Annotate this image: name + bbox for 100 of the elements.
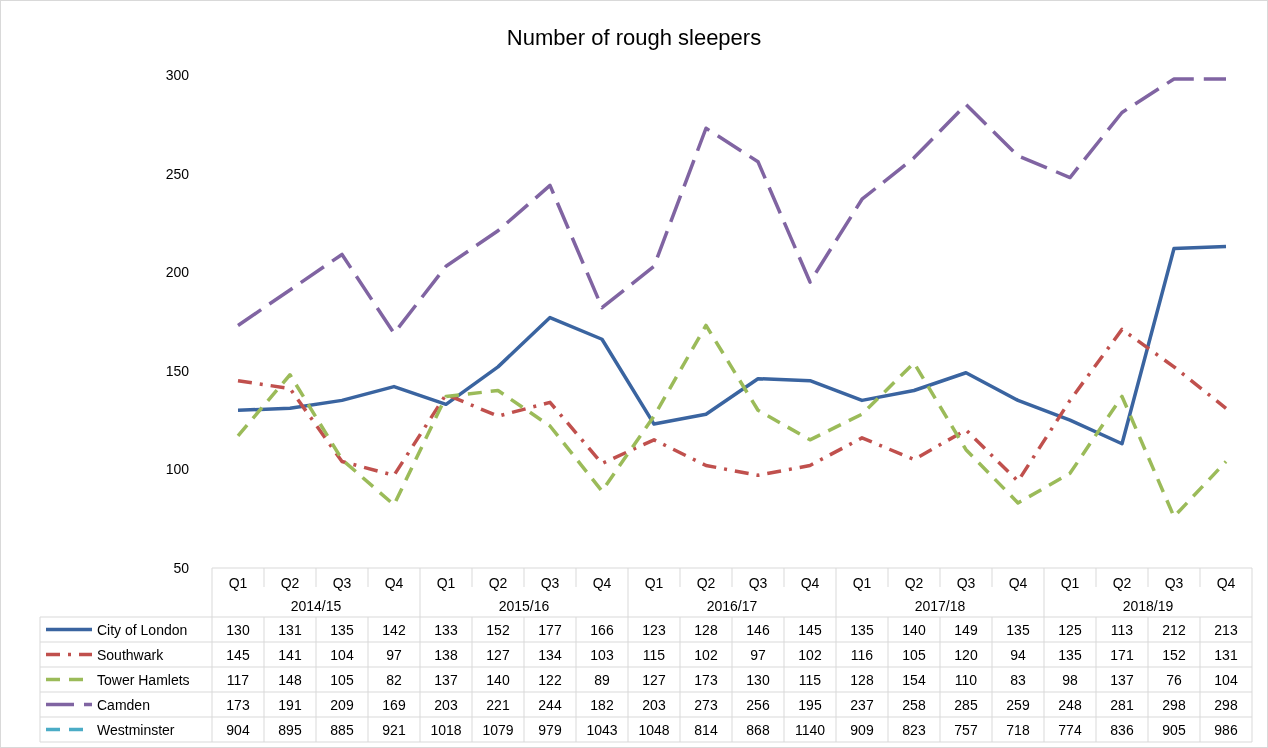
chart-title: Number of rough sleepers bbox=[506, 25, 762, 50]
x-tick-label: Q4 bbox=[1008, 574, 1028, 591]
x-tick-label: Q1 bbox=[852, 574, 872, 591]
x-tick-label: Q2 bbox=[1112, 574, 1132, 591]
data-label: 122 bbox=[538, 671, 562, 688]
data-label: 209 bbox=[330, 696, 354, 713]
x-tick-label: Q1 bbox=[228, 574, 248, 591]
y-tick-label: 50 bbox=[173, 559, 190, 576]
data-label: 182 bbox=[590, 696, 614, 713]
data-label: 98 bbox=[1062, 671, 1078, 688]
data-label: 140 bbox=[902, 621, 926, 638]
x-tick-label: Q1 bbox=[1060, 574, 1080, 591]
x-tick-label: Q2 bbox=[904, 574, 924, 591]
legend-label: Southwark bbox=[97, 646, 165, 663]
data-label: 152 bbox=[1162, 646, 1186, 663]
data-label: 248 bbox=[1058, 696, 1082, 713]
text: 1043 bbox=[586, 721, 618, 738]
x-tick-label: Q4 bbox=[1216, 574, 1236, 591]
data-label: 82 bbox=[386, 671, 402, 688]
data-label: 237 bbox=[850, 696, 874, 713]
data-label: 137 bbox=[1110, 671, 1134, 688]
data-label: 298 bbox=[1214, 696, 1238, 713]
data-label: 177 bbox=[538, 621, 562, 638]
data-label: 148 bbox=[278, 671, 302, 688]
x-tick-label: Q3 bbox=[748, 574, 768, 591]
data-label: 152 bbox=[486, 621, 510, 638]
data-label: 203 bbox=[434, 696, 458, 713]
x-tick-label: Q2 bbox=[696, 574, 716, 591]
data-label: 117 bbox=[226, 671, 250, 688]
data-label: 166 bbox=[590, 621, 614, 638]
data-label: 127 bbox=[486, 646, 510, 663]
data-label: 141 bbox=[278, 646, 302, 663]
data-label: 195 bbox=[798, 696, 822, 713]
data-label: 97 bbox=[750, 646, 766, 663]
data-label: 97 bbox=[386, 646, 402, 663]
data-label: 89 bbox=[594, 671, 610, 688]
text: 904 bbox=[226, 721, 250, 738]
data-label: 138 bbox=[434, 646, 458, 663]
data-label: 171 bbox=[1110, 646, 1134, 663]
data-label: 137 bbox=[434, 671, 458, 688]
data-label: 212 bbox=[1162, 621, 1186, 638]
legend-label: Tower Hamlets bbox=[97, 671, 190, 688]
data-label: 135 bbox=[1058, 646, 1082, 663]
data-label: 123 bbox=[642, 621, 666, 638]
data-label: 130 bbox=[746, 671, 770, 688]
x-tick-label: Q4 bbox=[384, 574, 404, 591]
data-label: 244 bbox=[538, 696, 562, 713]
text: 757 bbox=[954, 721, 978, 738]
data-label: 131 bbox=[278, 621, 302, 638]
data-label: 145 bbox=[798, 621, 822, 638]
data-label: 259 bbox=[1006, 696, 1030, 713]
data-label: 120 bbox=[954, 646, 978, 663]
data-label: 256 bbox=[746, 696, 770, 713]
x-tick-label: Q1 bbox=[644, 574, 664, 591]
text: 1079 bbox=[482, 721, 514, 738]
data-label: 130 bbox=[226, 621, 250, 638]
data-label: 110 bbox=[954, 671, 978, 688]
data-label: 102 bbox=[694, 646, 718, 663]
data-label: 135 bbox=[330, 621, 354, 638]
text: 774 bbox=[1058, 721, 1082, 738]
data-label: 273 bbox=[694, 696, 718, 713]
data-label: 149 bbox=[954, 621, 978, 638]
text: 979 bbox=[538, 721, 562, 738]
data-label: 104 bbox=[330, 646, 354, 663]
y-tick-label: 100 bbox=[165, 461, 190, 478]
data-label: 146 bbox=[746, 621, 770, 638]
data-label: 125 bbox=[1058, 621, 1082, 638]
text: 1140 bbox=[794, 721, 826, 738]
text: 1018 bbox=[430, 721, 462, 738]
line-series bbox=[236, 244, 1228, 446]
data-label: 134 bbox=[538, 646, 562, 663]
text: 823 bbox=[902, 721, 926, 738]
data-label: 285 bbox=[954, 696, 978, 713]
text: 868 bbox=[746, 721, 770, 738]
text: 814 bbox=[694, 721, 718, 738]
legend-label: City of London bbox=[97, 621, 188, 638]
data-label: 83 bbox=[1010, 671, 1026, 688]
text: 2015/16 bbox=[498, 598, 550, 614]
data-label: 258 bbox=[902, 696, 926, 713]
x-tick-label: Q4 bbox=[592, 574, 612, 591]
data-label: 128 bbox=[694, 621, 718, 638]
data-label: 173 bbox=[226, 696, 250, 713]
text: 895 bbox=[278, 721, 302, 738]
data-label: 221 bbox=[486, 696, 510, 713]
data-label: 94 bbox=[1010, 646, 1026, 663]
line-series bbox=[236, 327, 1228, 483]
data-label: 203 bbox=[642, 696, 666, 713]
text: 2018/19 bbox=[1122, 598, 1174, 614]
legend-label: Westminster bbox=[97, 721, 175, 738]
data-label: 135 bbox=[1006, 621, 1030, 638]
data-label: 173 bbox=[694, 671, 718, 688]
legend-label: Camden bbox=[97, 696, 150, 713]
x-tick-label: Q1 bbox=[436, 574, 456, 591]
text: 885 bbox=[330, 721, 354, 738]
x-tick-label: Q3 bbox=[332, 574, 352, 591]
text: 905 bbox=[1162, 721, 1186, 738]
data-label: 281 bbox=[1110, 696, 1134, 713]
text: 909 bbox=[850, 721, 874, 738]
text: 2016/17 bbox=[706, 598, 758, 614]
data-label: 105 bbox=[330, 671, 354, 688]
